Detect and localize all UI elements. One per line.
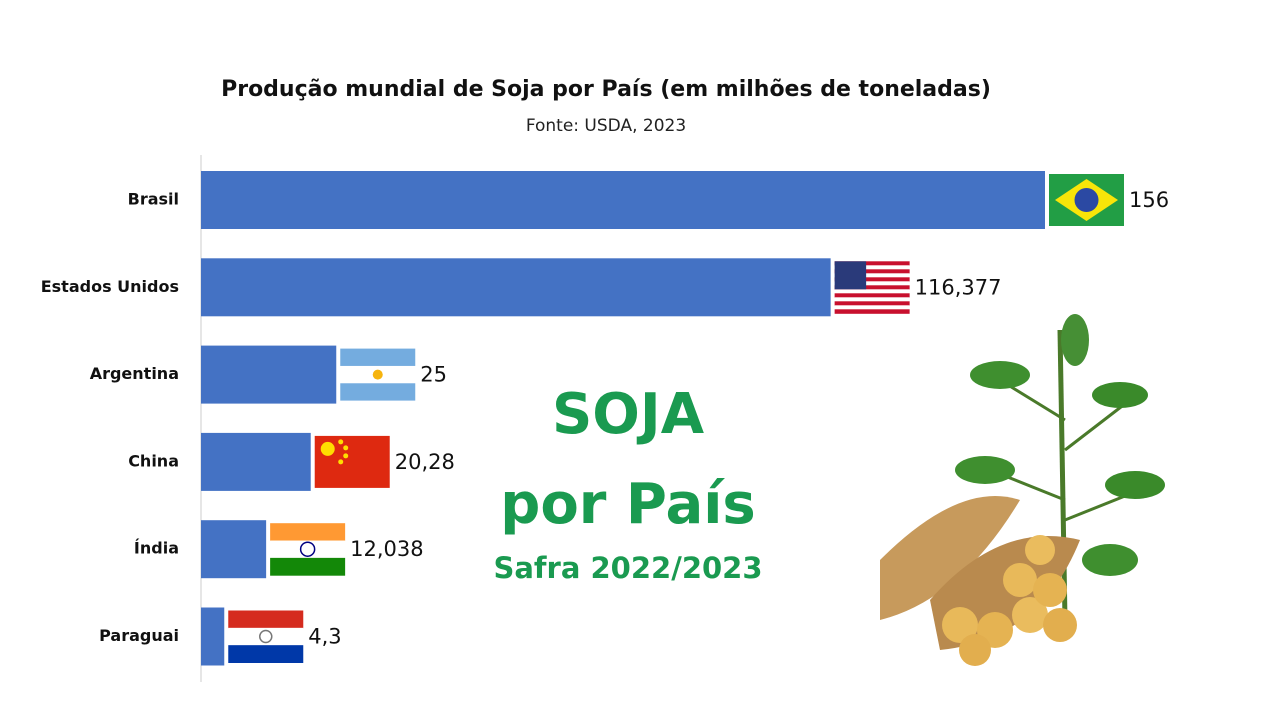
- flag-part: [299, 541, 316, 557]
- flag-part: [834, 301, 910, 306]
- data-label: 116,377: [915, 275, 1002, 299]
- flag-part: [834, 281, 910, 286]
- data-label: 25: [420, 363, 447, 387]
- flag-part: [340, 383, 416, 401]
- flag-part: [270, 540, 346, 559]
- flag-part: [343, 445, 349, 451]
- flag-part: [834, 289, 910, 294]
- bar: [201, 607, 225, 666]
- y-tick-label: Argentina: [90, 364, 179, 383]
- data-label: 156: [1129, 188, 1169, 212]
- flag-part: [343, 453, 349, 459]
- flag-part: [834, 261, 867, 290]
- flag-part: [372, 369, 383, 380]
- flag-part: [270, 557, 346, 576]
- flag: [340, 348, 416, 401]
- data-label: 4,3: [308, 625, 341, 649]
- flag-part: [834, 305, 910, 310]
- chart-subtitle: Fonte: USDA, 2023: [526, 116, 686, 136]
- y-tick-label: Estados Unidos: [41, 277, 179, 296]
- flag-part: [834, 265, 910, 270]
- flag-part: [834, 285, 910, 290]
- y-tick-label: China: [128, 451, 179, 470]
- flag-part: [338, 439, 344, 445]
- flag-part: [340, 348, 416, 366]
- y-tick-label: Índia: [134, 539, 179, 558]
- flag-part: [834, 309, 910, 314]
- flag-part: [320, 441, 335, 456]
- bar: [201, 432, 311, 491]
- bar: [201, 345, 337, 404]
- flag-part: [1074, 188, 1099, 212]
- data-label: 12,038: [350, 537, 423, 561]
- chart-title: Produção mundial de Soja por País (em mi…: [221, 77, 991, 102]
- annotation: Safra 2022/2023: [493, 551, 762, 585]
- flag-part: [228, 610, 304, 629]
- flag-part: [834, 269, 910, 274]
- bar: [201, 171, 1045, 229]
- flag: [228, 610, 304, 663]
- flag: [270, 523, 346, 576]
- flag-part: [834, 277, 910, 282]
- flag-part: [834, 273, 910, 278]
- y-tick-label: Brasil: [128, 190, 179, 209]
- data-label: 20,28: [395, 450, 455, 474]
- soy-illustration: [880, 314, 1165, 666]
- flag-part: [270, 523, 346, 542]
- annotation: por País: [500, 472, 756, 537]
- flag: [1049, 174, 1124, 226]
- flag-part: [338, 459, 344, 465]
- flag-part: [228, 645, 304, 663]
- flag: [834, 261, 910, 314]
- bar: [201, 520, 267, 579]
- bar: [201, 258, 831, 317]
- flag-part: [834, 261, 910, 266]
- flag: [314, 435, 390, 488]
- flag-part: [834, 293, 910, 298]
- y-tick-label: Paraguai: [99, 626, 179, 645]
- flag-part: [834, 297, 910, 302]
- annotation: SOJA: [552, 382, 705, 447]
- flag-part: [259, 629, 273, 644]
- flag-part: [228, 627, 304, 646]
